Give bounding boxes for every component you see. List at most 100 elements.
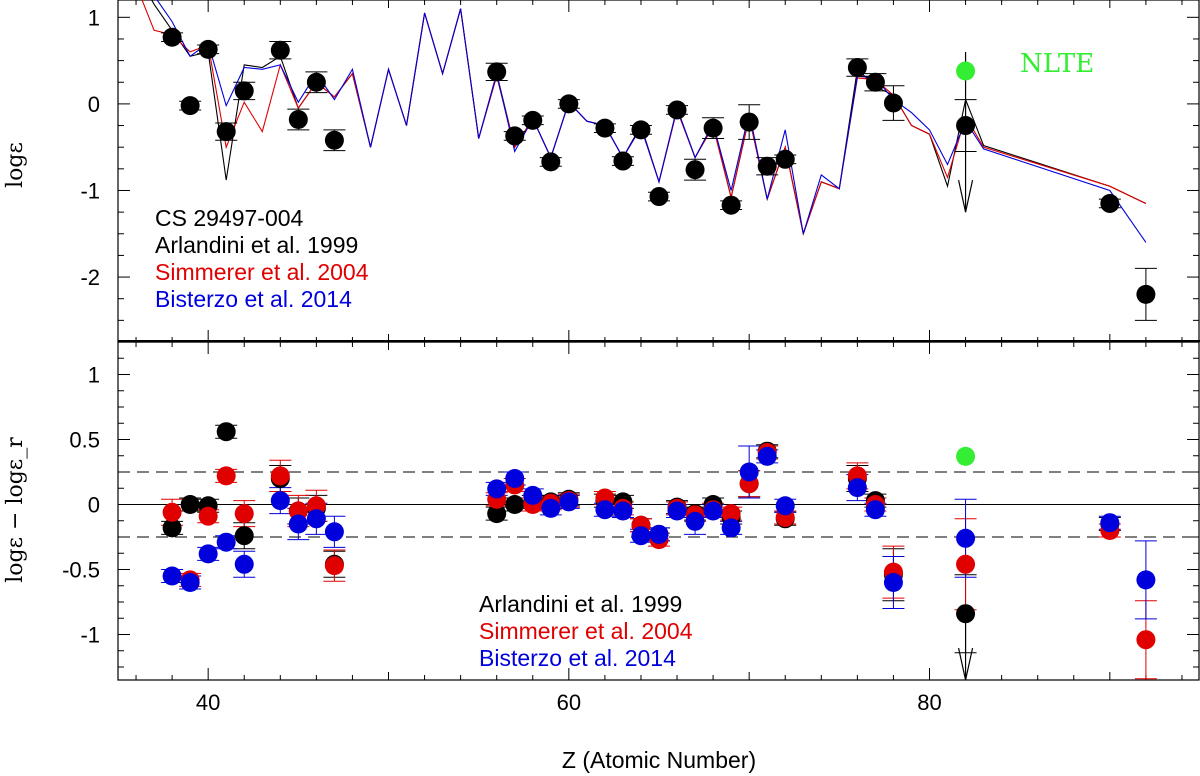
residual-point-bisterzo [649,524,669,544]
residual-point-simmerer [956,554,976,574]
nlte-label: NLTE [1020,49,1094,79]
residual-point-bisterzo [198,544,218,564]
legend-entry: Bisterzo et al. 2014 [155,286,352,312]
observed-point [649,187,669,207]
residual-point-simmerer [324,556,344,576]
observed-point [523,110,543,130]
observed-point [162,27,182,47]
residual-point-simmerer [270,466,290,486]
residual-point-simmerer [1136,630,1156,650]
residual-point-bisterzo [847,478,867,498]
model-line-arlandini [151,0,1147,236]
observed-point [775,149,795,169]
residual-point-arlandini [487,504,507,524]
residual-point-bisterzo [956,528,976,548]
residual-point-simmerer [721,504,741,524]
residual-point-bisterzo [865,500,885,520]
observed-point [559,94,579,114]
x-tick-label: 40 [196,690,220,715]
residual-point-bisterzo [180,573,200,592]
top-y-tick-label: 0 [88,92,100,117]
observed-point [685,160,705,180]
residual-point-bisterzo [595,500,615,520]
observed-point [270,40,290,60]
top-plot-area [141,0,1157,321]
model-line-simmerer [141,0,1147,236]
observed-point [216,122,236,142]
residual-point-bisterzo [541,498,561,518]
observed-point [865,72,885,92]
observed-point [487,62,507,82]
residual-point-simmerer [306,496,326,516]
x-tick-label: 80 [917,690,941,715]
observed-point [757,156,777,176]
bottom-y-axis-label: logε − logε_r [3,437,28,583]
residual-nlte-point [956,446,976,466]
residual-point-bisterzo [270,491,290,511]
observed-point [631,120,651,140]
residual-point-simmerer [162,502,182,522]
residual-point-bisterzo [739,462,759,482]
top-y-tick-label: -2 [80,265,100,290]
bottom-y-tick-label: 1 [88,363,100,388]
residual-point-simmerer [234,504,254,524]
top-y-axis-label: logε [3,142,28,188]
legend-entry: CS 29497-004 [155,205,304,231]
residual-point-bisterzo [775,496,795,516]
residual-point-bisterzo [721,518,741,538]
observed-point [595,118,615,138]
top-y-tick-label: 1 [88,5,100,30]
residual-point-bisterzo [631,526,651,546]
residual-point-bisterzo [306,509,326,529]
residual-point-bisterzo [487,479,507,499]
residual-point-bisterzo [288,514,308,534]
residual-point-bisterzo [559,492,579,512]
observed-point [1100,193,1120,213]
observed-point [883,93,903,113]
observed-point [324,130,344,150]
observed-point [198,39,218,59]
residual-point-bisterzo [523,485,543,505]
bottom-legend-entry: Bisterzo et al. 2014 [479,645,676,671]
residual-point-bisterzo [216,532,236,552]
legend-entry: Arlandini et al. 1999 [155,232,358,258]
bottom-y-tick-label: -0.5 [62,558,100,583]
residual-point-bisterzo [505,469,525,488]
residual-point-bisterzo [613,501,633,521]
residual-point-bisterzo [685,511,705,531]
residual-point-bisterzo [324,522,344,542]
observed-point [180,96,200,116]
observed-point [234,81,254,101]
upper-limit-arrow-head [957,179,974,213]
residual-point-bisterzo [1100,513,1120,533]
residual-point-bisterzo [234,554,254,574]
residual-point-simmerer [288,501,308,521]
observed-point [613,151,633,171]
residual-point-bisterzo [162,566,182,586]
observed-point [541,152,561,172]
residual-point-bisterzo [883,573,903,592]
bottom-y-tick-label: 0.5 [69,428,100,453]
observed-point [847,58,867,78]
residual-point-simmerer [216,466,236,486]
observed-point [1136,284,1156,304]
bottom-y-tick-label: -1 [80,623,100,648]
residual-point-simmerer [198,506,218,526]
observed-point [306,72,326,92]
bottom-y-tick-label: 0 [88,493,100,518]
observed-point [721,195,741,215]
residual-point-arlandini [216,422,236,442]
x-tick-label: 60 [557,690,581,715]
axis-labels: logε logε − logε_r Z (Atomic Number) [3,142,756,773]
residual-point-bisterzo [703,501,723,521]
residual-point-arlandini [505,495,525,514]
residual-point-arlandini [956,604,976,624]
residual-point-bisterzo [757,446,777,466]
observed-point [956,116,976,136]
observed-point [739,112,759,132]
residual-point-arlandini [180,495,200,514]
top-y-tick-label: -1 [80,178,100,203]
residual-upper-limit-arrow-head [957,647,974,680]
bottom-legend-entry: Simmerer et al. 2004 [479,618,693,644]
